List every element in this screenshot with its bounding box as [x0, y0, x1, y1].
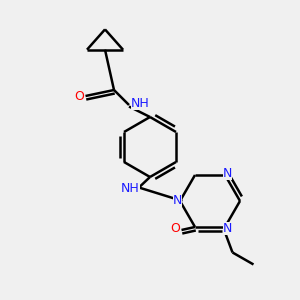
Text: NH: NH [121, 182, 140, 196]
Text: O: O [74, 89, 84, 103]
Text: O: O [170, 222, 180, 235]
Text: N: N [173, 194, 182, 208]
Text: N: N [223, 222, 232, 235]
Text: NH: NH [131, 97, 150, 110]
Text: N: N [223, 167, 232, 180]
